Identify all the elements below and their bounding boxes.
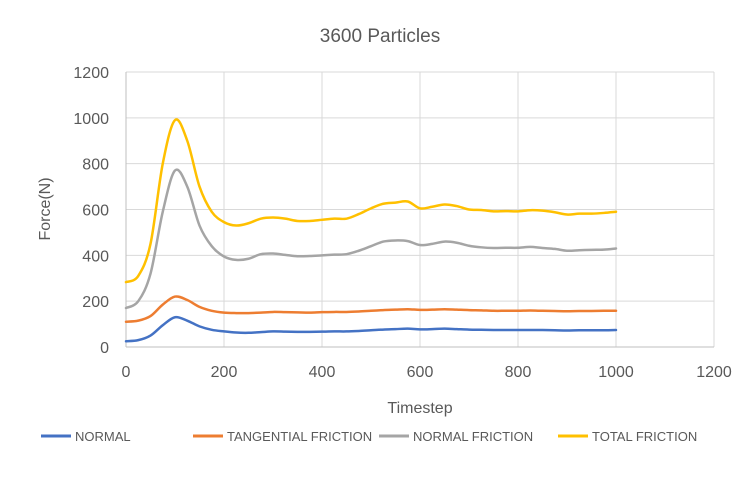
axes: 0 200 400 600 800 1000 1200 0 200 400 600 800 1000 12… — [73, 65, 731, 381]
y-tick-label: 200 — [82, 294, 109, 311]
chart-title: 3600 Particles — [320, 26, 440, 47]
legend: NORMAL TANGENTIAL FRICTION NORMAL FRICTION… — [41, 429, 697, 444]
y-tick-label: 400 — [82, 248, 109, 265]
y-tick-label: 0 — [100, 340, 109, 357]
x-axis-label: Timestep — [387, 400, 452, 417]
legend-label-normal: NORMAL — [75, 429, 131, 444]
x-tick-label: 600 — [407, 364, 434, 381]
x-tick-label: 1000 — [598, 364, 634, 381]
series-line-total-friction — [124, 118, 618, 284]
x-tick-label: 800 — [505, 364, 532, 381]
x-tick-label: 0 — [122, 364, 131, 381]
series-line-tangential-friction — [124, 295, 618, 324]
y-tick-label: 1200 — [73, 65, 109, 82]
legend-label-total-friction: TOTAL FRICTION — [592, 429, 697, 444]
series-line-normal — [124, 315, 618, 343]
y-tick-label: 800 — [82, 157, 109, 174]
legend-label-tangential-friction: TANGENTIAL FRICTION — [227, 429, 372, 444]
legend-label-normal-friction: NORMAL FRICTION — [413, 429, 533, 444]
x-tick-label: 200 — [211, 364, 238, 381]
y-axis-label: Force(N) — [37, 177, 54, 240]
y-tick-label: 600 — [82, 203, 109, 220]
x-tick-label: 1200 — [696, 364, 732, 381]
y-tick-label: 1000 — [73, 111, 109, 128]
x-tick-label: 400 — [309, 364, 336, 381]
series-line-normal-friction — [124, 168, 618, 310]
series-lines — [124, 118, 618, 343]
